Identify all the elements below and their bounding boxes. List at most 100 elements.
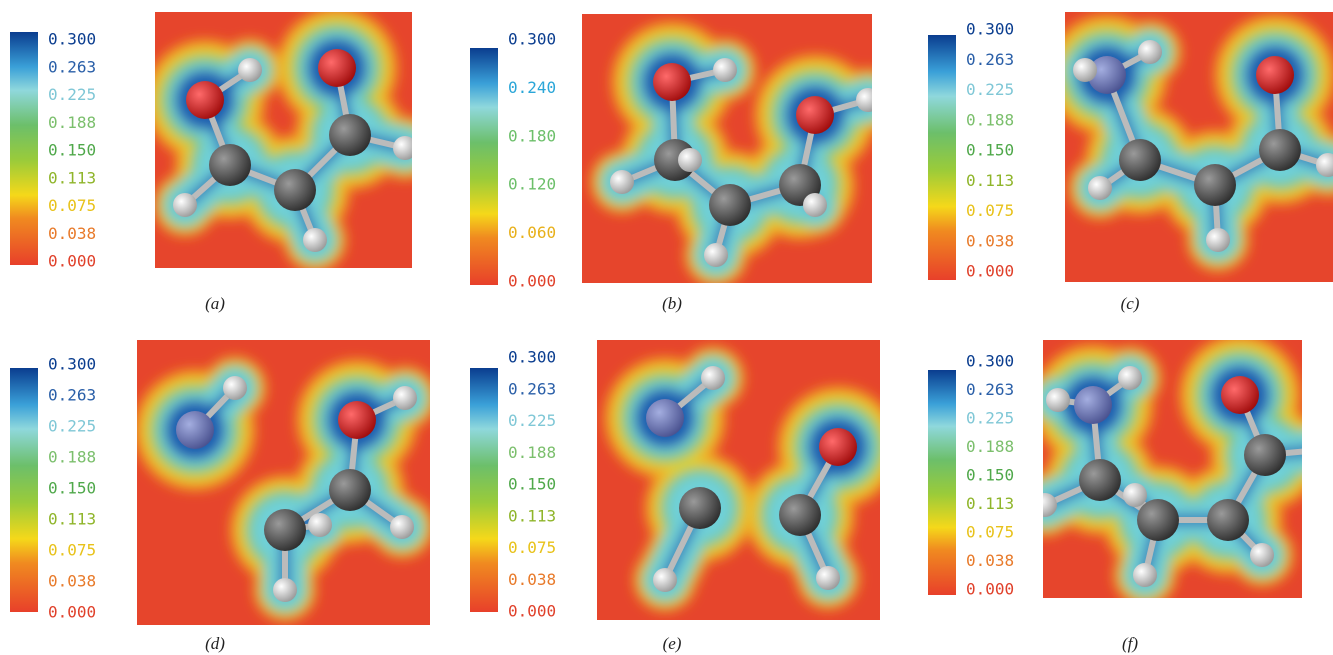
colorbar-tick-label: 0.113 [48, 168, 96, 187]
panel: 0.3000.2630.2250.1880.1500.1130.0750.038… [928, 12, 1333, 313]
density-map [1014, 334, 1333, 606]
colorbar-tick-label: 0.300 [48, 30, 96, 49]
atom [318, 49, 356, 87]
atom [1221, 376, 1259, 414]
halo-atom [1301, 431, 1333, 470]
colorbar-tick-label: 0.188 [966, 437, 1014, 456]
colorbar-tick-label: 0.263 [966, 380, 1014, 399]
colorbar [10, 32, 38, 265]
atom [329, 469, 371, 511]
atom [796, 96, 834, 134]
atom [1259, 129, 1301, 171]
atom [779, 494, 821, 536]
atom [173, 193, 197, 217]
colorbar-tick-label: 0.225 [966, 409, 1014, 428]
colorbar-tick-label: 0.075 [48, 541, 96, 560]
atom [679, 487, 721, 529]
colorbar [470, 48, 498, 285]
colorbar-tick-label: 0.150 [48, 141, 96, 160]
atom [1137, 499, 1179, 541]
colorbar-tick-label: 0.075 [966, 201, 1014, 220]
panel: 0.3000.2630.2250.1880.1500.1130.0750.038… [10, 7, 436, 313]
panel-caption: (b) [662, 294, 682, 313]
atom [653, 568, 677, 592]
colorbar-tick-label: 0.263 [508, 379, 556, 398]
colorbar-tick-label: 0.263 [48, 57, 96, 76]
atom [1194, 164, 1236, 206]
colorbar-tick-label: 0.300 [508, 348, 556, 367]
atom [393, 386, 417, 410]
atom [856, 88, 880, 112]
atom [238, 58, 262, 82]
colorbar-tick-label: 0.300 [508, 30, 556, 49]
atom [1118, 366, 1142, 390]
colorbar-tick-label: 0.075 [508, 538, 556, 557]
atom [1079, 459, 1121, 501]
panel: 0.3000.2630.2250.1880.1500.1130.0750.038… [928, 334, 1333, 653]
colorbar [928, 35, 956, 280]
colorbar [470, 368, 498, 612]
atom [653, 63, 691, 101]
colorbar-tick-label: 0.113 [966, 171, 1014, 190]
atom [678, 148, 702, 172]
colorbar-tick-label: 0.000 [48, 603, 96, 622]
atom [816, 566, 840, 590]
density-map [582, 14, 899, 286]
colorbar-tick-label: 0.188 [48, 448, 96, 467]
colorbar-tick-label: 0.225 [48, 85, 96, 104]
colorbar-tick-label: 0.038 [966, 231, 1014, 250]
colorbar-tick-label: 0.180 [508, 126, 556, 145]
colorbar-tick-label: 0.150 [966, 141, 1014, 160]
panel: 0.3000.2630.2250.1880.1500.1130.0750.038… [470, 340, 899, 653]
figure: 0.300 0.263 0.225 0.188 0.150 0.113 0.075 0.038… [0, 0, 1333, 655]
colorbar [10, 368, 38, 612]
atom [704, 243, 728, 267]
colorbar-tick-label: 0.150 [966, 466, 1014, 485]
atom [803, 193, 827, 217]
atom [338, 401, 376, 439]
panel-caption: (d) [205, 634, 225, 653]
atom [308, 513, 332, 537]
atom [393, 136, 417, 160]
atom [186, 81, 224, 119]
atom [1256, 56, 1294, 94]
colorbar-tick-label: 0.075 [48, 196, 96, 215]
colorbar-tick-label: 0.300 [966, 20, 1014, 39]
panel-caption: (a) [205, 294, 225, 313]
panel: 0.3000.2630.2250.1880.1500.1130.0750.038… [10, 340, 436, 653]
colorbar-tick-label: 0.240 [508, 78, 556, 97]
density-map [597, 340, 899, 620]
panel-caption: (e) [663, 634, 682, 653]
density-map [134, 340, 436, 625]
colorbar-tick-label: 0.038 [48, 572, 96, 591]
atom [1033, 493, 1057, 517]
colorbar-tick-label: 0.000 [48, 252, 96, 271]
atom [1244, 434, 1286, 476]
atom [1074, 386, 1112, 424]
panel-caption: (c) [1121, 294, 1140, 313]
atom [713, 58, 737, 82]
colorbar-tick-label: 0.075 [966, 523, 1014, 542]
colorbar-tick-label: 0.300 [966, 352, 1014, 371]
density-map [1046, 12, 1333, 282]
atom [264, 509, 306, 551]
atom [1138, 40, 1162, 64]
colorbar-tick-label: 0.263 [966, 50, 1014, 69]
atom [610, 170, 634, 194]
atom [1250, 543, 1274, 567]
colorbar-tick-label: 0.060 [508, 223, 556, 242]
colorbar-tick-label: 0.225 [48, 417, 96, 436]
colorbar-tick-label: 0.113 [508, 506, 556, 525]
atom [1119, 139, 1161, 181]
colorbar-tick-label: 0.263 [48, 386, 96, 405]
density-map [144, 7, 436, 271]
colorbar-tick-label: 0.038 [508, 570, 556, 589]
colorbar-tick-label: 0.038 [48, 224, 96, 243]
atom [303, 228, 327, 252]
colorbar-tick-label: 0.000 [966, 262, 1014, 281]
colorbar-tick-label: 0.225 [508, 411, 556, 430]
atom [1123, 483, 1147, 507]
atom [1207, 499, 1249, 541]
atom [329, 114, 371, 156]
